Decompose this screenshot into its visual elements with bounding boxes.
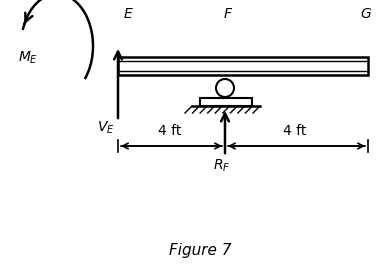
Text: $V_E$: $V_E$ xyxy=(97,120,115,136)
Text: $F$: $F$ xyxy=(223,7,233,21)
Text: $G$: $G$ xyxy=(360,7,372,21)
Text: 4 ft: 4 ft xyxy=(158,124,182,138)
Text: 4 ft: 4 ft xyxy=(283,124,307,138)
Circle shape xyxy=(216,79,234,97)
Text: $R_F$: $R_F$ xyxy=(213,158,231,174)
Bar xyxy=(118,57,368,75)
Text: $E$: $E$ xyxy=(123,7,133,21)
Text: $M_E$: $M_E$ xyxy=(18,50,38,66)
Bar xyxy=(200,98,252,106)
Text: Figure 7: Figure 7 xyxy=(169,243,231,258)
